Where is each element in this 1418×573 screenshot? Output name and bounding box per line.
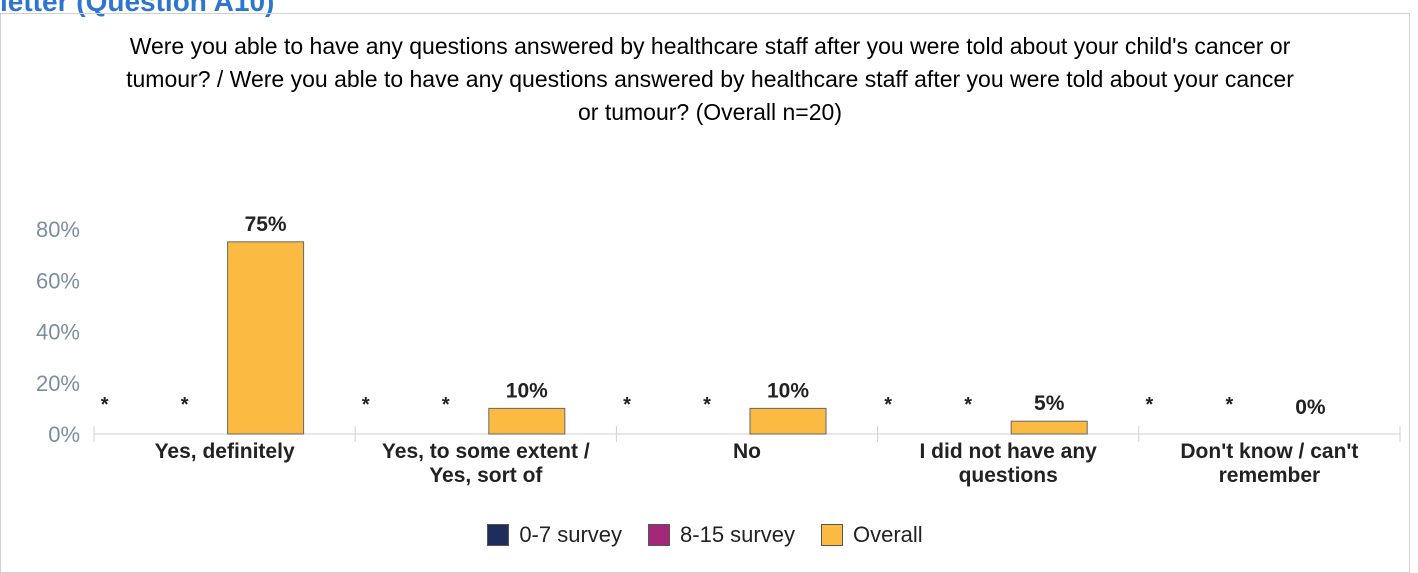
legend-swatch-8-15-survey (648, 524, 671, 546)
section-title: letter (Question A10) (0, 0, 275, 17)
x-tick-label: No (733, 440, 761, 463)
data-label: * (1146, 394, 1154, 416)
x-tick-label: Yes, definitely (155, 440, 295, 463)
chart-legend: 0-7 survey 8-15 survey Overall (0, 522, 1410, 548)
y-tick-label: 0% (48, 422, 80, 447)
data-label: * (181, 394, 189, 416)
data-label: * (442, 394, 450, 416)
data-label: * (964, 394, 972, 416)
legend-label: Overall (852, 522, 923, 547)
legend-item-8-15-survey: 8-15 survey (648, 522, 795, 548)
data-label: * (1226, 394, 1234, 416)
x-tick-label: Don't know / can't remember (1180, 440, 1358, 487)
data-label: * (884, 394, 892, 416)
data-label: 0% (1295, 396, 1326, 419)
x-tick-label: Yes, to some extent / Yes, sort of (382, 440, 590, 487)
legend-label: 0-7 survey (519, 522, 623, 547)
bar (749, 407, 827, 435)
bar (488, 407, 566, 435)
data-label: 10% (506, 379, 548, 402)
legend-swatch-overall (820, 524, 843, 546)
y-tick-label: 60% (36, 268, 80, 293)
data-label: 75% (245, 213, 287, 236)
data-label: * (362, 394, 370, 416)
data-label: 5% (1034, 392, 1065, 415)
data-label: * (623, 394, 631, 416)
y-tick-label: 20% (36, 371, 80, 396)
legend-swatch-0-7-survey (487, 524, 510, 546)
data-label: * (101, 394, 109, 416)
bar (227, 241, 305, 435)
y-tick-label: 40% (36, 320, 80, 345)
x-tick-label: I did not have any questions (920, 440, 1098, 487)
y-tick-label: 80% (36, 217, 80, 242)
data-label: 10% (767, 379, 809, 402)
chart-title: Were you able to have any questions answ… (126, 33, 1294, 125)
legend-label: 8-15 survey (680, 522, 795, 547)
legend-item-0-7-survey: 0-7 survey (487, 522, 622, 548)
legend-item-overall: Overall (820, 522, 923, 548)
data-label: * (703, 394, 711, 416)
bar (1010, 420, 1088, 435)
